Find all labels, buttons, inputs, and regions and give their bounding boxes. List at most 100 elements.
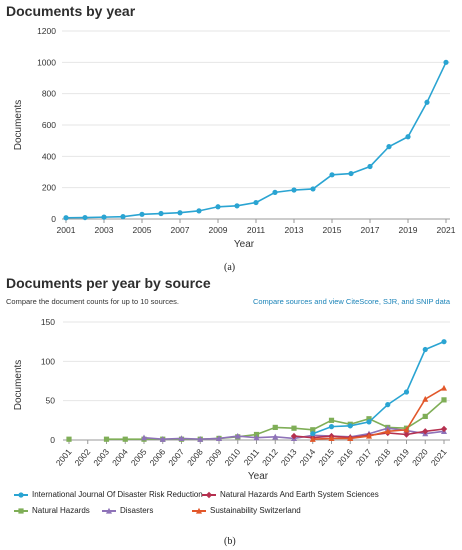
legend-marker bbox=[106, 507, 112, 514]
legend-item[interactable]: International Journal Of Disaster Risk R… bbox=[14, 490, 203, 499]
data-point-b bbox=[328, 417, 335, 423]
x-tick-label-b: 2002 bbox=[72, 447, 92, 468]
data-point-b bbox=[103, 436, 110, 442]
data-point-b bbox=[272, 424, 278, 431]
x-tick-label-b: 2021 bbox=[429, 447, 449, 468]
data-point-a bbox=[196, 208, 202, 214]
data-point-b bbox=[422, 428, 429, 435]
data-point-b bbox=[384, 428, 391, 434]
x-tick-label-b: 2012 bbox=[260, 447, 280, 468]
data-point-b bbox=[366, 432, 372, 439]
x-tick-label-b: 2006 bbox=[147, 447, 167, 468]
x-tick-label-a: 2001 bbox=[57, 225, 76, 235]
x-tick-label-b: 2001 bbox=[54, 447, 74, 468]
x-axis-label-a: Year bbox=[234, 239, 255, 250]
data-point-b bbox=[291, 425, 297, 431]
x-tick-label-b: 2009 bbox=[204, 447, 224, 468]
x-tick-label-a: 2011 bbox=[247, 225, 266, 235]
legend-label: Natural Hazards bbox=[32, 506, 90, 515]
legend-label: Natural Hazards And Earth System Science… bbox=[220, 490, 379, 499]
x-tick-label-b: 2018 bbox=[372, 447, 392, 468]
legend-label: Disasters bbox=[120, 506, 154, 515]
data-point-b bbox=[66, 436, 72, 442]
data-point-b bbox=[309, 436, 316, 442]
data-point-b bbox=[216, 435, 222, 442]
data-point-b bbox=[122, 436, 128, 442]
x-tick-label-a: 2009 bbox=[209, 225, 228, 235]
data-point-b bbox=[197, 436, 204, 442]
x-tick-label-b: 2013 bbox=[279, 447, 299, 468]
data-point-a bbox=[443, 59, 449, 65]
legend-label: International Journal Of Disaster Risk R… bbox=[32, 490, 203, 499]
caption-a: (a) bbox=[224, 262, 236, 273]
data-point-a bbox=[158, 210, 164, 217]
legend-marker bbox=[205, 491, 213, 498]
legend-item[interactable]: Sustainability Switzerland bbox=[192, 506, 301, 515]
legend-label: Sustainability Switzerland bbox=[210, 506, 301, 515]
data-point-b bbox=[441, 339, 447, 345]
data-point-b bbox=[310, 431, 316, 437]
series-line-b bbox=[312, 387, 445, 441]
x-tick-label-a: 2021 bbox=[437, 225, 456, 235]
x-tick-label-b: 2017 bbox=[354, 447, 374, 468]
data-point-a bbox=[386, 144, 392, 150]
compare-sources-link[interactable]: Compare sources and view CiteScore, SJR,… bbox=[252, 297, 450, 306]
y-tick-label-a: 200 bbox=[42, 183, 56, 193]
x-tick-label-a: 2017 bbox=[361, 225, 380, 235]
data-point-b bbox=[441, 397, 447, 403]
series-b-4 bbox=[309, 384, 447, 442]
series-line-b bbox=[312, 340, 445, 435]
data-point-b bbox=[422, 395, 429, 402]
y-axis-label-a: Documents bbox=[13, 100, 24, 151]
legend-marker bbox=[18, 491, 24, 498]
data-point-a bbox=[234, 203, 240, 209]
series-b-0 bbox=[310, 339, 447, 437]
legend-item[interactable]: Natural Hazards And Earth System Science… bbox=[202, 490, 379, 499]
data-point-a bbox=[291, 187, 297, 193]
data-point-b bbox=[328, 424, 335, 430]
chart-b-title: Documents per year by source bbox=[6, 275, 211, 291]
legend-item[interactable]: Natural Hazards bbox=[14, 506, 90, 515]
data-point-a bbox=[310, 186, 316, 192]
legend-item[interactable]: Disasters bbox=[102, 506, 153, 515]
y-tick-label-a: 1000 bbox=[37, 57, 56, 67]
data-point-a bbox=[82, 214, 88, 221]
data-point-a bbox=[424, 99, 430, 105]
data-point-a bbox=[329, 172, 335, 178]
legend-swatch bbox=[102, 507, 116, 515]
data-point-b bbox=[141, 434, 147, 441]
data-point-b bbox=[347, 435, 354, 442]
data-point-b bbox=[403, 426, 410, 433]
data-point-a bbox=[101, 214, 107, 220]
x-tick-label-a: 2005 bbox=[133, 225, 152, 235]
data-point-b bbox=[441, 384, 447, 391]
data-point-a bbox=[367, 163, 373, 170]
y-tick-label-a: 800 bbox=[42, 89, 56, 99]
data-point-b bbox=[290, 432, 298, 440]
legend-marker bbox=[18, 507, 24, 514]
data-point-b bbox=[366, 419, 372, 425]
caption-b: (b) bbox=[224, 536, 236, 547]
y-tick-label-a: 400 bbox=[42, 151, 56, 161]
data-point-b bbox=[422, 413, 428, 419]
x-tick-label-b: 2007 bbox=[166, 447, 186, 468]
x-tick-label-a: 2003 bbox=[95, 225, 114, 235]
data-point-a bbox=[253, 199, 259, 206]
y-tick-label-a: 0 bbox=[51, 214, 56, 224]
y-tick-label-b: 100 bbox=[41, 356, 55, 366]
data-point-a bbox=[348, 170, 354, 177]
y-tick-label-b: 50 bbox=[46, 396, 56, 406]
chart-b-subtitle: Compare the document counts for up to 10… bbox=[6, 297, 180, 306]
data-point-b bbox=[253, 434, 260, 441]
x-tick-label-b: 2010 bbox=[222, 447, 242, 468]
data-point-b bbox=[385, 402, 391, 408]
x-tick-label-b: 2008 bbox=[185, 447, 205, 468]
x-tick-label-b: 2020 bbox=[410, 447, 430, 468]
data-point-b bbox=[403, 431, 410, 438]
data-point-a bbox=[139, 211, 145, 217]
x-tick-label-b: 2004 bbox=[110, 447, 130, 468]
x-tick-label-b: 2015 bbox=[316, 447, 336, 468]
legend-swatch bbox=[202, 491, 216, 499]
y-axis-label-b: Documents bbox=[13, 360, 24, 411]
data-point-b bbox=[328, 435, 335, 442]
